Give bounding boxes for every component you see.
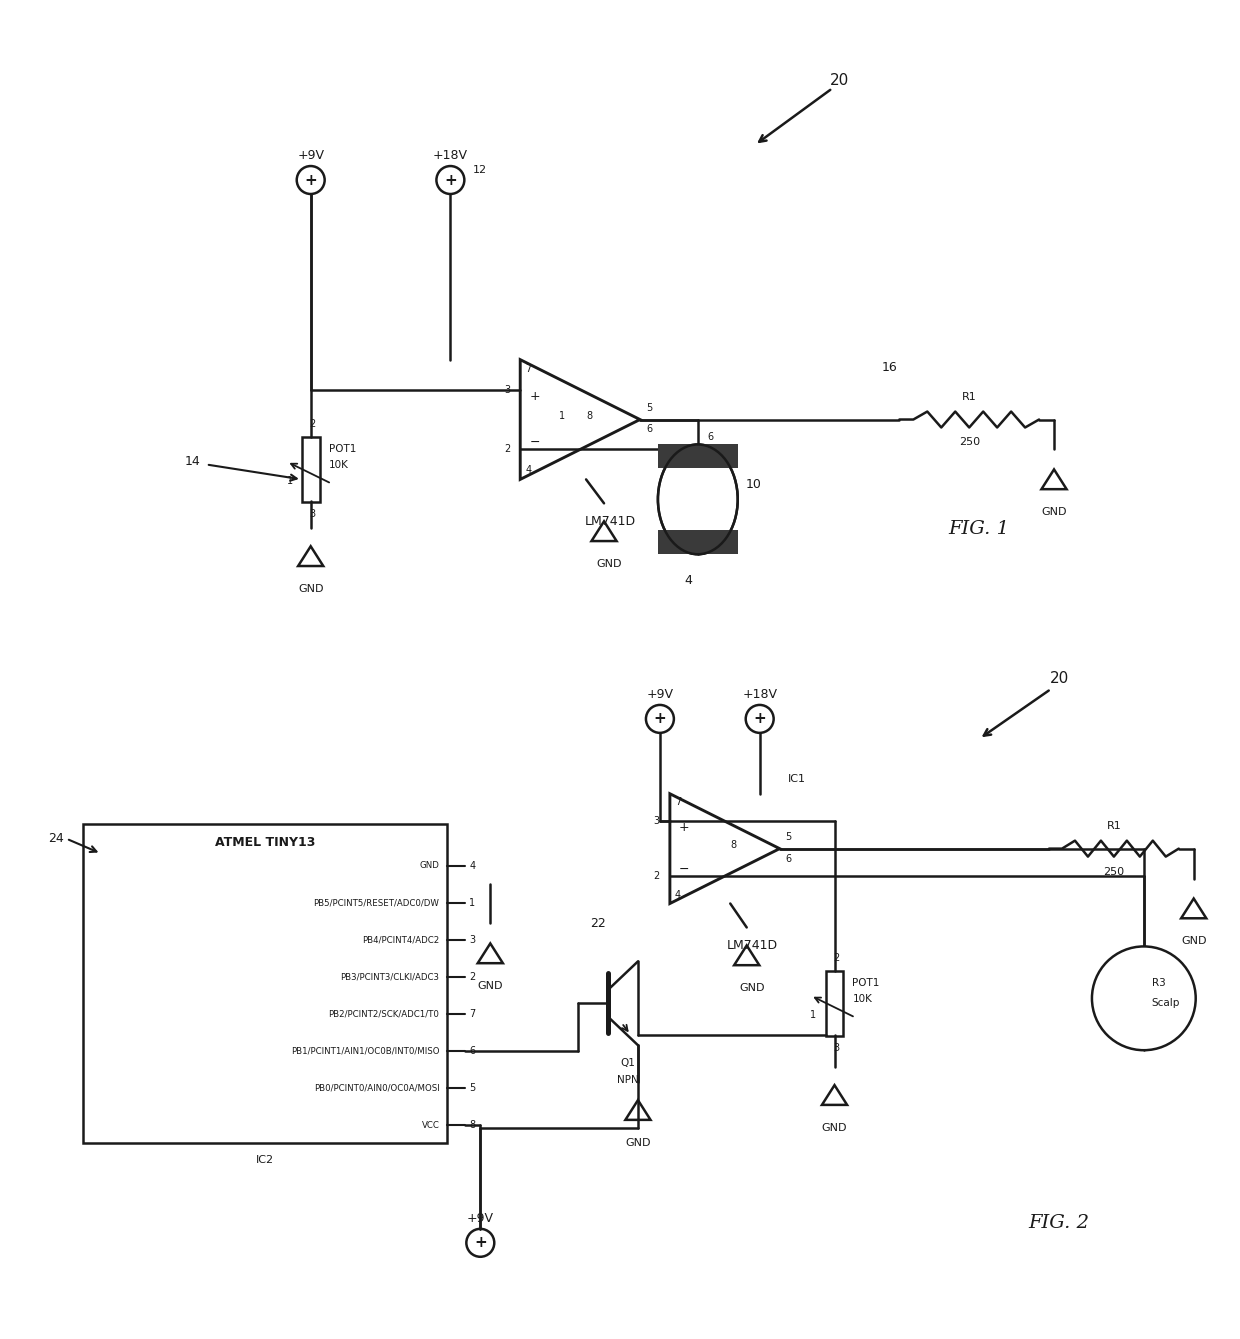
Text: 250: 250 — [959, 438, 980, 447]
Text: LM741D: LM741D — [584, 516, 636, 529]
Text: 8: 8 — [469, 1119, 475, 1130]
Text: POT1: POT1 — [329, 445, 356, 454]
Text: 6: 6 — [708, 432, 714, 442]
Text: +: + — [678, 821, 689, 834]
Text: NPN: NPN — [618, 1075, 639, 1085]
Text: 16: 16 — [882, 362, 898, 374]
Text: 2: 2 — [833, 953, 839, 963]
Text: POT1: POT1 — [852, 979, 880, 988]
Text: 3: 3 — [310, 509, 316, 520]
Text: IC2: IC2 — [257, 1156, 274, 1165]
FancyBboxPatch shape — [658, 445, 738, 469]
Text: 250: 250 — [1104, 866, 1125, 877]
Text: 6: 6 — [469, 1046, 475, 1056]
Text: 14: 14 — [185, 455, 201, 467]
Text: 7: 7 — [675, 797, 681, 807]
FancyBboxPatch shape — [83, 823, 448, 1144]
Text: 6: 6 — [786, 853, 792, 864]
Circle shape — [1092, 947, 1195, 1050]
Text: ATMEL TINY13: ATMEL TINY13 — [215, 836, 315, 849]
Text: 1: 1 — [286, 477, 293, 486]
Text: 7: 7 — [525, 364, 531, 374]
FancyBboxPatch shape — [658, 530, 738, 554]
Text: 1: 1 — [811, 1011, 817, 1020]
Text: FIG. 2: FIG. 2 — [1028, 1214, 1090, 1232]
Text: 6: 6 — [646, 424, 652, 434]
Text: 3: 3 — [833, 1043, 839, 1054]
Text: 2: 2 — [653, 872, 660, 881]
Text: R1: R1 — [1106, 821, 1121, 830]
Text: GND: GND — [1180, 936, 1207, 947]
Text: VCC: VCC — [422, 1121, 439, 1130]
Text: +: + — [304, 173, 317, 187]
Text: 2: 2 — [503, 445, 510, 454]
Text: GND: GND — [596, 560, 621, 569]
Text: 10K: 10K — [852, 995, 873, 1004]
Text: +9V: +9V — [466, 1212, 494, 1225]
Text: PB0/PCINT0/AIN0/OC0A/MOSI: PB0/PCINT0/AIN0/OC0A/MOSI — [314, 1083, 439, 1093]
Text: GND: GND — [739, 983, 764, 994]
Text: +9V: +9V — [298, 149, 324, 162]
Text: +9V: +9V — [646, 688, 673, 700]
Text: PB2/PCINT2/SCK/ADC1/T0: PB2/PCINT2/SCK/ADC1/T0 — [329, 1010, 439, 1019]
Text: 3: 3 — [505, 384, 510, 395]
Text: GND: GND — [822, 1123, 847, 1133]
Text: 4: 4 — [469, 861, 475, 870]
Text: 5: 5 — [646, 403, 652, 412]
Text: 4: 4 — [675, 890, 681, 900]
Text: GND: GND — [419, 861, 439, 870]
Text: 7: 7 — [469, 1008, 476, 1019]
Ellipse shape — [658, 445, 738, 554]
Text: 22: 22 — [590, 917, 606, 931]
Text: 10K: 10K — [329, 461, 348, 470]
Text: Scalp: Scalp — [1152, 999, 1180, 1008]
Text: PB1/PCINT1/AIN1/OC0B/INT0/MISO: PB1/PCINT1/AIN1/OC0B/INT0/MISO — [291, 1046, 439, 1055]
Text: GND: GND — [477, 981, 503, 991]
Text: 5: 5 — [469, 1083, 476, 1093]
Text: 3: 3 — [469, 935, 475, 945]
Text: 4: 4 — [526, 466, 531, 475]
Text: +: + — [444, 173, 456, 187]
Text: −: − — [678, 862, 689, 876]
Text: 1: 1 — [469, 897, 475, 908]
Text: 20: 20 — [830, 72, 849, 88]
Text: 5: 5 — [786, 832, 792, 842]
Text: +18V: +18V — [743, 688, 777, 700]
Text: 4: 4 — [684, 574, 692, 588]
Text: 12: 12 — [472, 165, 486, 175]
Text: GND: GND — [298, 584, 324, 595]
Text: LM741D: LM741D — [727, 939, 777, 952]
Text: GND: GND — [625, 1138, 651, 1148]
Text: 3: 3 — [653, 817, 660, 826]
Text: PB3/PCINT3/CLKI/ADC3: PB3/PCINT3/CLKI/ADC3 — [341, 972, 439, 981]
Text: 8: 8 — [587, 411, 593, 420]
Text: 8: 8 — [730, 840, 737, 850]
Text: +: + — [474, 1236, 486, 1251]
Text: IC1: IC1 — [787, 774, 806, 783]
Text: PB5/PCINT5/RESET/ADC0/DW: PB5/PCINT5/RESET/ADC0/DW — [314, 898, 439, 907]
Text: R3: R3 — [1152, 979, 1166, 988]
Text: PB4/PCINT4/ADC2: PB4/PCINT4/ADC2 — [362, 935, 439, 944]
Text: −: − — [529, 435, 541, 449]
Text: FIG. 1: FIG. 1 — [949, 521, 1009, 538]
Text: 2: 2 — [469, 972, 476, 981]
Text: 10: 10 — [745, 478, 761, 491]
Text: 24: 24 — [48, 832, 64, 845]
Text: +: + — [653, 711, 666, 726]
Text: 20: 20 — [1049, 671, 1069, 687]
Text: 1: 1 — [559, 411, 565, 420]
Text: +: + — [754, 711, 766, 726]
Text: R1: R1 — [962, 391, 977, 402]
Text: Q1: Q1 — [620, 1058, 635, 1069]
Text: 2: 2 — [310, 419, 316, 430]
Text: +18V: +18V — [433, 149, 467, 162]
Text: GND: GND — [1042, 507, 1066, 517]
Text: +: + — [529, 390, 541, 403]
